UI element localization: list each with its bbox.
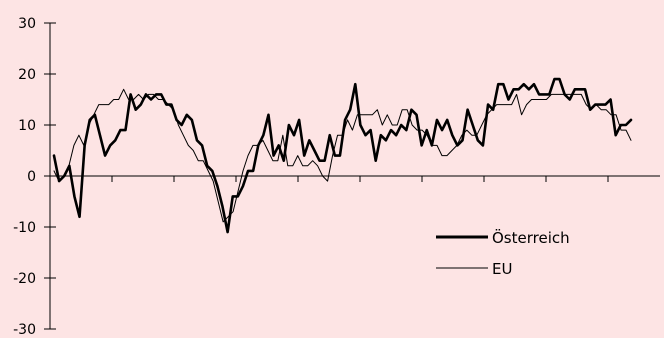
series-line-eu <box>53 88 632 223</box>
series-line-osterreich <box>52 77 633 234</box>
legend: Österreich EU <box>436 228 570 278</box>
y-tick-label: 20 <box>18 67 36 83</box>
y-tick-label: -10 <box>13 220 36 236</box>
y-tick-label: 10 <box>18 118 36 134</box>
legend-label-osterreich: Österreich <box>492 228 570 247</box>
y-tick-label: 0 <box>27 169 36 185</box>
series-lines <box>52 77 633 234</box>
axes: 30 20 10 0 -10 -20 -30 <box>13 16 660 338</box>
y-tick-label: 30 <box>18 16 36 32</box>
y-tick-label: -20 <box>13 271 36 287</box>
legend-label-eu: EU <box>492 260 512 278</box>
y-tick-label: -30 <box>13 322 36 338</box>
